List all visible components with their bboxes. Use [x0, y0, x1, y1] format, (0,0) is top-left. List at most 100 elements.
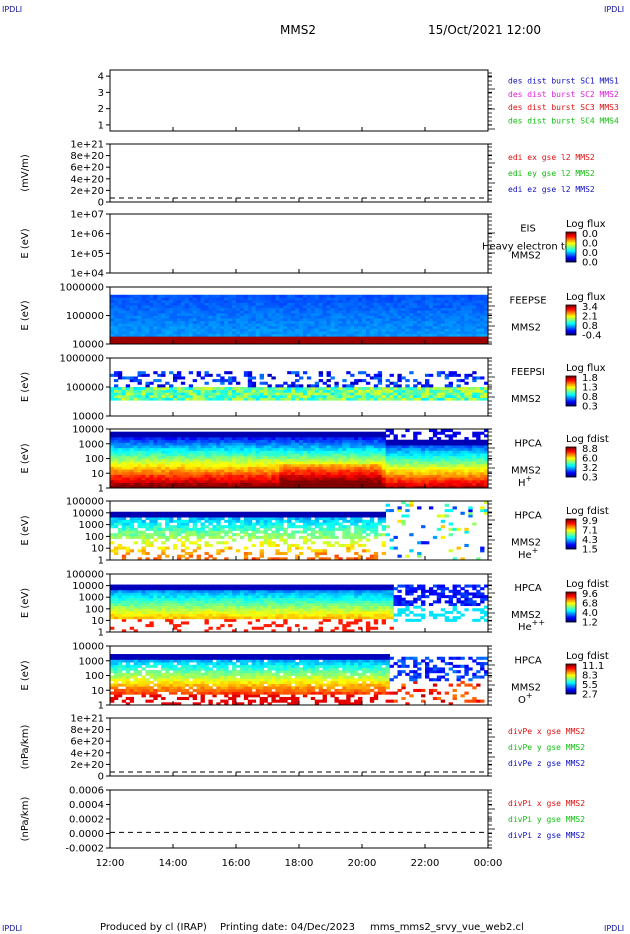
feepse-cell	[239, 307, 245, 311]
hpca_h-colorbar-step	[566, 458, 576, 460]
feepse-cell	[173, 299, 178, 303]
feepse-cell	[480, 294, 485, 298]
hpca_h-cell	[279, 477, 284, 481]
hpca_h-cell	[464, 439, 469, 443]
feepse-cell	[377, 297, 383, 301]
feepse-cell	[444, 307, 450, 311]
feepsi-cell	[279, 392, 284, 396]
feepse-ylabel: E (eV)	[20, 300, 31, 330]
hpca_h-cell	[480, 461, 485, 465]
feepse-cell	[354, 307, 359, 311]
feepsi-cell	[405, 397, 410, 401]
feepse-cell	[306, 299, 312, 303]
feepsi-cell	[133, 387, 138, 391]
feepse-cell	[125, 341, 131, 345]
hpca_h-cell	[243, 442, 249, 446]
feepse-cell	[125, 307, 131, 311]
feepse-cell	[291, 341, 296, 345]
hpca_h-cell	[251, 434, 257, 438]
hpca_h-cell	[220, 482, 225, 486]
hpca_h-cell	[133, 463, 138, 467]
feepse-cell	[228, 323, 233, 327]
feepse-cell	[110, 299, 115, 303]
hpca_he-cell	[161, 514, 166, 518]
feepse-cell	[428, 318, 434, 322]
feepse-cell	[476, 331, 481, 335]
feepse-cell	[110, 302, 115, 306]
hpca_h-cell	[176, 442, 182, 446]
hpca_h-cell	[428, 477, 434, 481]
hpca_h-cell	[247, 485, 253, 489]
hpca_h-cell	[334, 439, 339, 443]
hpca_h-cell	[232, 455, 237, 459]
feepse-cell	[405, 297, 410, 301]
feepse-cell	[220, 307, 225, 311]
hpca_h-cell	[291, 482, 296, 486]
feepse-colorbar-step	[566, 324, 576, 326]
feepsi-cell	[318, 371, 324, 375]
hpca_h-cell	[381, 458, 387, 462]
hpca_h-cell	[236, 442, 241, 446]
feepse-cell	[200, 297, 205, 301]
feepse-cell	[436, 328, 442, 332]
feepse-cell	[456, 294, 461, 298]
hpca_h-cell	[460, 474, 465, 478]
feepsi-cell	[476, 392, 481, 396]
hpca_h-cell	[271, 477, 276, 481]
feepsi-cell	[444, 392, 450, 396]
hpca_h-cell	[318, 455, 324, 459]
feepsi-cell	[350, 381, 355, 385]
feepse-cell	[216, 338, 221, 342]
feepse-cell	[271, 331, 276, 335]
feepse-cell	[271, 323, 276, 327]
feepse-cell	[417, 312, 422, 316]
feepse-cell	[117, 338, 123, 342]
hpca_h-cell	[247, 461, 253, 465]
hpca_h-cell	[113, 434, 119, 438]
hpca_h-cell	[169, 471, 174, 475]
hpca_h-cell	[428, 429, 434, 433]
hpca_h-cell	[362, 455, 367, 459]
feepsi-cell	[310, 384, 316, 388]
hpca_h-cell	[236, 445, 241, 449]
feepsi-cell	[358, 394, 363, 398]
hpca_h-cell	[373, 458, 379, 462]
feepsi-cell	[354, 387, 359, 391]
feepse-cell	[369, 297, 375, 301]
feepse-cell	[184, 328, 190, 332]
hpca_he-cell	[137, 535, 142, 539]
feepse-cell	[322, 302, 327, 306]
hpca_h-cell	[232, 482, 237, 486]
feepse-colorbar-label: 0.8	[582, 321, 598, 332]
feepse-cell	[117, 328, 123, 332]
feepse-cell	[365, 320, 371, 324]
hpca_h-cell	[354, 474, 359, 478]
hpca_h-cell	[141, 442, 146, 446]
hpca_h-cell	[267, 445, 272, 449]
hpca_h-cell	[192, 458, 198, 462]
eis-colorbar-label: 0.0	[582, 239, 598, 250]
hpca_h-cell	[401, 439, 406, 443]
hpca_h-cell	[279, 439, 284, 443]
feepse-cell	[247, 320, 253, 324]
feepsi-cell	[275, 387, 280, 391]
feepse-cell	[157, 320, 162, 324]
hpca_h-cell	[243, 463, 249, 467]
hpca_h-cell	[468, 442, 473, 446]
hpca_h-cell	[110, 439, 115, 443]
feepse-cell	[169, 318, 174, 322]
feepse-cell	[476, 323, 481, 327]
feepsi-cell	[369, 387, 375, 391]
eis-colorbar-step	[566, 236, 576, 238]
hpca_he-cell	[110, 541, 115, 545]
hpca_h-cell	[373, 455, 379, 459]
hpca_h-cell	[350, 471, 355, 475]
feepse-cell	[362, 331, 367, 335]
feepse-cell	[125, 328, 131, 332]
feepse-cell	[464, 312, 469, 316]
feepse-cell	[110, 331, 115, 335]
feepse-cell	[125, 336, 131, 340]
feepse-cell	[196, 310, 201, 314]
hpca_h-cell	[460, 445, 465, 449]
feepse-cell	[428, 307, 434, 311]
